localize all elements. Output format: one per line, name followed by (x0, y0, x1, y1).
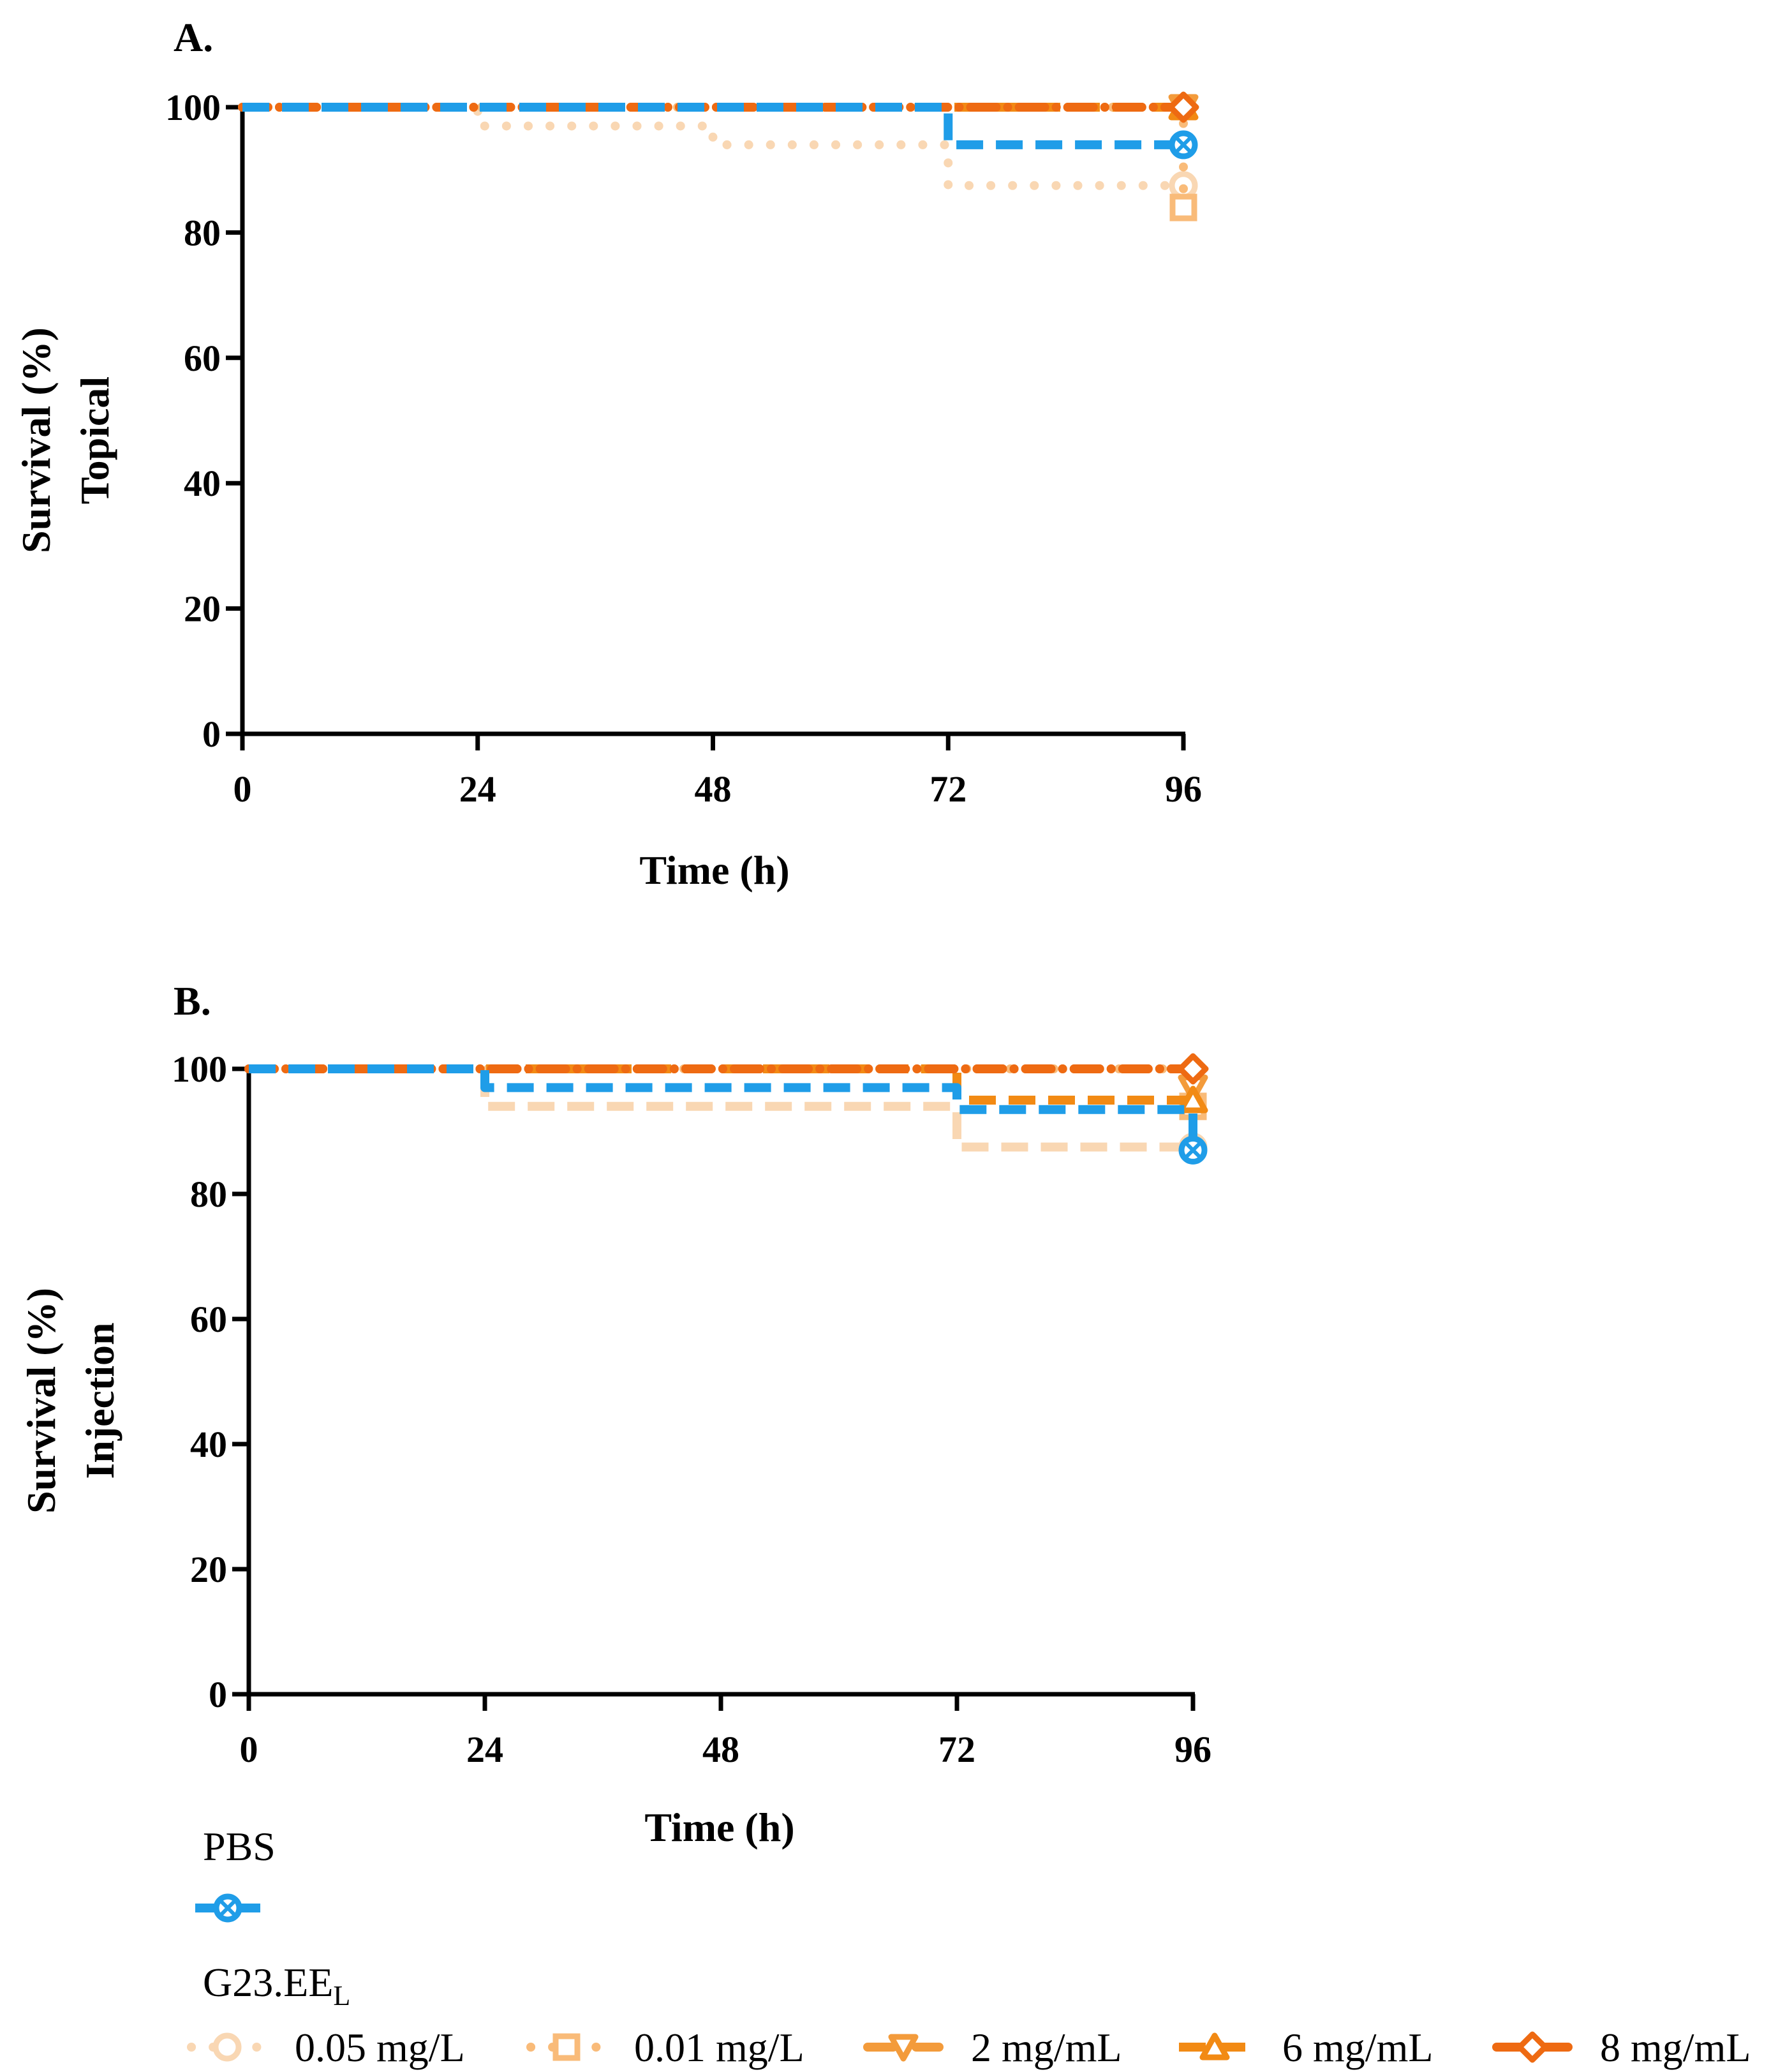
series-0-01-mg-l (238, 103, 1197, 221)
panel-b-series (244, 1053, 1209, 1165)
panel-b: B. 0 20 40 60 80 100 0 24 48 72 96 Time (h) Surviv… (19, 978, 1211, 1850)
x-tick-label: 96 (1165, 768, 1202, 810)
y-tick-label: 0 (202, 713, 221, 755)
legend-items: 0.05 mg/L 0.01 mg/L 2 mg/mL 6 mg/mL 8 mg/mL (187, 2025, 1751, 2070)
series-line (242, 103, 1183, 149)
legend-item: 8 mg/mL (1492, 2025, 1751, 2070)
legend-item-marker (1516, 2031, 1548, 2063)
y-tick-label: 0 (209, 1674, 227, 1715)
panel-a: A. 0 20 40 60 80 100 0 24 48 72 96 Time (h) Surviv… (13, 15, 1202, 893)
legend-group-sub: L (333, 1980, 350, 2011)
legend: PBS G23.EEL 0.05 mg/L 0.01 mg/L 2 mg/mL 6 m… (187, 1824, 1751, 2070)
y-tick-label: 20 (190, 1549, 227, 1590)
series-end-marker-cross (1184, 1142, 1202, 1159)
panel-b-letter: B. (174, 978, 211, 1024)
series-end-marker (1177, 1053, 1209, 1085)
x-tick-label: 48 (702, 1729, 739, 1770)
panel-a-series (238, 91, 1199, 221)
y-tick-label: 100 (165, 87, 221, 128)
legend-item-marker (1199, 2032, 1230, 2061)
series-end-marker (1169, 193, 1197, 221)
x-tick-label: 0 (233, 768, 252, 810)
panel-a-axes: 0 20 40 60 80 100 0 24 48 72 96 (165, 87, 1202, 810)
x-tick-label: 24 (459, 768, 496, 810)
legend-ctrl-label: PBS (203, 1824, 276, 1869)
y-tick-label: 60 (184, 338, 221, 379)
x-tick-label: 72 (938, 1729, 975, 1770)
legend-item-label: 0.01 mg/L (634, 2025, 804, 2070)
panel-b-axes: 0 20 40 60 80 100 0 24 48 72 96 (172, 1048, 1211, 1770)
series-8-mg-ml (238, 91, 1199, 123)
legend-item-label: 8 mg/mL (1600, 2025, 1751, 2070)
series-pbs (249, 1064, 1208, 1165)
series-line (238, 103, 1188, 212)
series-0-05-mg-l (238, 103, 1198, 200)
panel-a-xlabel: Time (h) (639, 847, 789, 893)
panel-b-xlabel: Time (h) (644, 1805, 794, 1850)
panel-a-ylabel-line1: Survival (%) (13, 327, 59, 553)
legend-ctrl-marker-cross (219, 1899, 237, 1917)
y-tick-label: 60 (190, 1299, 227, 1340)
series-end-marker (1178, 1085, 1208, 1114)
series-line (238, 103, 1188, 190)
panel-a-letter: A. (174, 15, 213, 60)
panel-a-ylabel-line2: Topical (72, 376, 117, 504)
y-tick-label: 80 (190, 1174, 227, 1215)
y-tick-label: 80 (184, 212, 221, 253)
series-line (249, 1064, 1197, 1151)
legend-item-marker (888, 2034, 919, 2062)
x-tick-label: 24 (466, 1729, 503, 1770)
legend-group-main: G23.EE (203, 1960, 333, 2005)
legend-item: 0.01 mg/L (526, 2025, 804, 2070)
series-pbs (242, 103, 1198, 160)
legend-item: 6 mg/mL (1179, 2025, 1433, 2070)
series-8-mg-ml (244, 1053, 1209, 1085)
legend-item-marker (552, 2033, 581, 2061)
y-tick-label: 100 (172, 1048, 227, 1090)
x-tick-label: 72 (930, 768, 967, 810)
y-tick-label: 40 (190, 1424, 227, 1465)
legend-item: 0.05 mg/L (187, 2025, 465, 2070)
panel-b-ylabel-line1: Survival (%) (19, 1288, 64, 1514)
x-tick-label: 48 (695, 768, 732, 810)
legend-item-label: 0.05 mg/L (295, 2025, 465, 2070)
y-tick-label: 20 (184, 588, 221, 630)
series-end-marker-cross (1174, 136, 1192, 154)
panel-b-ylabel-line2: Injection (77, 1322, 122, 1479)
legend-item-marker (212, 2032, 242, 2062)
legend-group-label: G23.EEL (203, 1960, 350, 2011)
legend-item-label: 6 mg/mL (1282, 2025, 1433, 2070)
series-end-marker (1167, 91, 1199, 123)
x-tick-label: 0 (240, 1729, 258, 1770)
legend-ctrl-swatch (195, 1893, 260, 1923)
y-tick-label: 40 (184, 463, 221, 504)
x-tick-label: 96 (1174, 1729, 1211, 1770)
legend-item: 2 mg/mL (863, 2025, 1122, 2070)
legend-item-label: 2 mg/mL (971, 2025, 1122, 2070)
